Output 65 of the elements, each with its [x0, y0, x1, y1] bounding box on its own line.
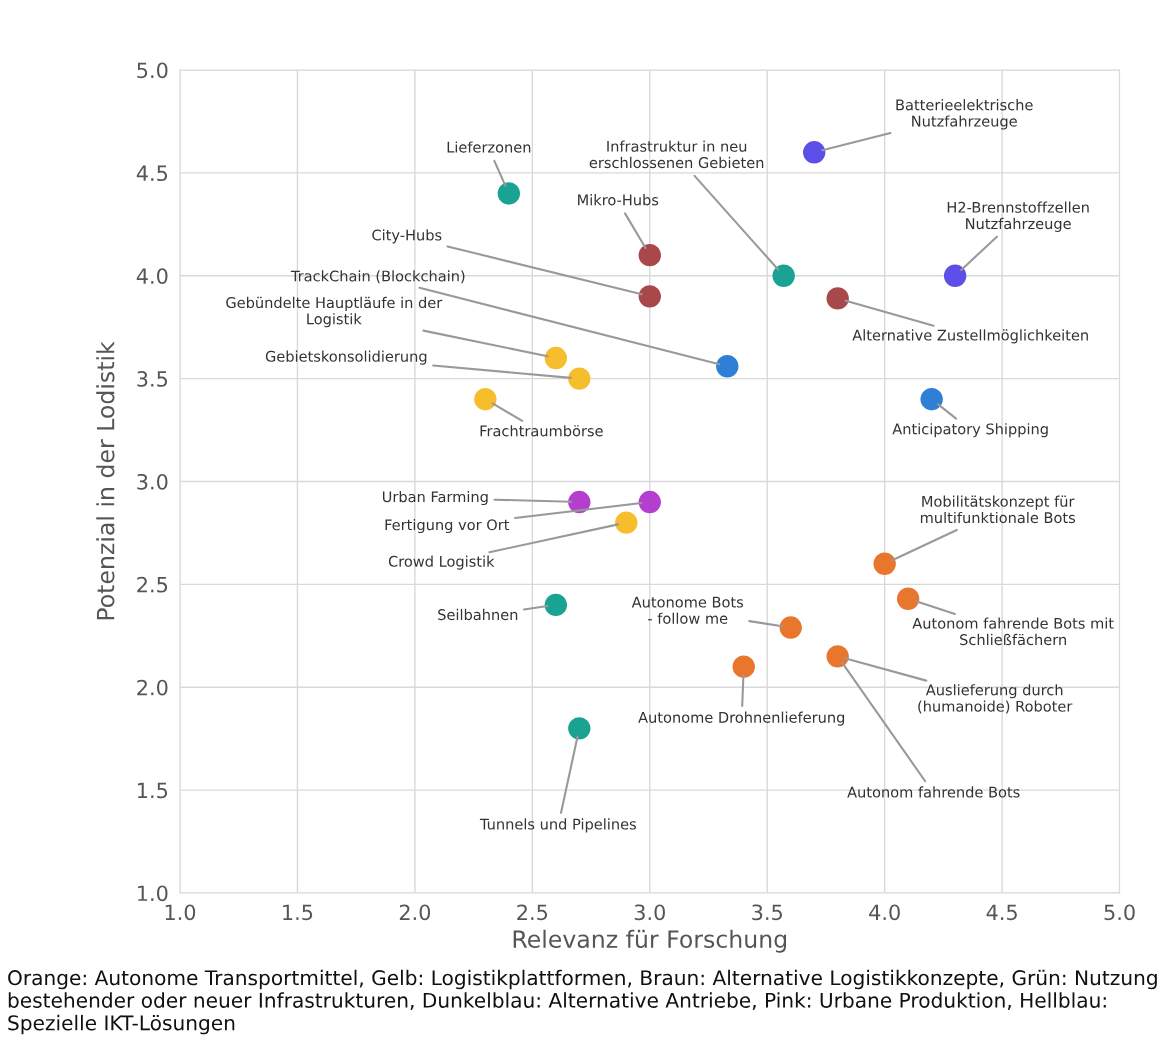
annotation: H2-Brennstoffzellen Nutzfahrzeuge — [947, 201, 1089, 232]
point — [826, 645, 849, 668]
annotation: Batterieelektrische Nutzfahrzeuge — [896, 99, 1033, 130]
annotation: Lieferzonen — [447, 141, 531, 153]
x-tick-label: 4.5 — [986, 904, 1017, 921]
y-tick-label: 5.0 — [137, 62, 168, 79]
point — [638, 490, 661, 514]
point — [732, 655, 755, 678]
annotation: Autonom fahrende Bots mit Schließfächern — [912, 617, 1114, 646]
point — [920, 387, 943, 411]
annotation: Urban Farming — [382, 491, 488, 506]
annotation: Tunnels und Pipelines — [479, 818, 636, 833]
point — [615, 511, 638, 534]
text: Orange: Autonome Transportmittel, Gelb: Logistikplattformen, Braun: Alternative Logistikkonzepte, Grün: Nutzung bestehender oder neuer Infrastrukturen, Dunkelblau: Alternative Antriebe, Pink: Urbane Produktion, Hellblau: Spezielle IKT-Lösungen — [8, 969, 1157, 1035]
x-tick-label: 1.5 — [283, 904, 313, 921]
y-axis-title: Potenzial in der Lodistik — [96, 341, 115, 620]
annotation: Crowd Logistik — [388, 555, 495, 570]
annotation: Alternative Zustellmöglichkeiten — [852, 329, 1088, 344]
point — [803, 141, 826, 164]
x-tick-label: 1.0 — [165, 904, 196, 921]
point — [497, 182, 521, 205]
point — [638, 285, 661, 308]
point — [544, 346, 568, 370]
x-tick-label: 3.5 — [752, 904, 782, 921]
point — [568, 367, 591, 390]
y-tick-label: 2.0 — [137, 679, 168, 696]
point — [638, 243, 661, 267]
x-tick-label: 4.0 — [869, 904, 900, 921]
annotation: Autonome Bots - follow me — [631, 596, 744, 624]
x-tick-label: 5.0 — [1104, 904, 1135, 921]
annotation: Frachtraumbörse — [480, 425, 603, 437]
y-tick-label: 3.0 — [137, 473, 168, 490]
point — [779, 616, 802, 639]
x-axis-title: Relevanz für Forschung — [513, 929, 787, 953]
y-tick-label: 3.5 — [137, 371, 168, 387]
point — [826, 287, 849, 310]
annotation: Autonom fahrende Bots — [847, 786, 1020, 798]
annotation: Autonome Drohnenlieferung — [638, 711, 845, 726]
x-tick-label: 2.5 — [517, 904, 548, 921]
y-tick-label: 4.5 — [136, 165, 168, 182]
annotation: TrackChain (Blockchain) — [290, 270, 465, 284]
annotation: Auslieferung durch (humanoide) Roboter — [918, 684, 1073, 714]
point — [896, 587, 920, 610]
annotation: Infrastruktur in neu erschlossenen Gebieten — [589, 140, 764, 169]
point — [772, 264, 795, 287]
x-tick-label: 2.0 — [399, 904, 431, 921]
annotation: Mikro-Hubs — [578, 194, 659, 206]
point — [716, 355, 739, 378]
annotation: Anticipatory Shipping — [892, 423, 1048, 438]
annotation: Fertigung vor Ort — [385, 519, 510, 534]
point — [943, 264, 967, 287]
point — [568, 717, 591, 740]
y-tick-label: 1.5 — [138, 782, 168, 799]
y-tick-label: 2.5 — [137, 576, 168, 593]
point — [544, 593, 568, 617]
x-tick-label: 3.0 — [634, 904, 665, 921]
annotation: City-Hubs — [372, 229, 442, 244]
point — [873, 552, 896, 575]
annotation: Gebietskonsolidierung — [265, 350, 427, 365]
y-tick-label: 4.0 — [136, 268, 168, 284]
annotation: Mobilitätskonzept für multifunktionale Bots — [920, 495, 1076, 524]
annotation: Gebündelte Hauptläufe in der Logistik — [226, 296, 443, 328]
y-tick-label: 1.0 — [138, 885, 168, 902]
point — [474, 387, 497, 411]
annotation: Seilbahnen — [438, 608, 518, 621]
